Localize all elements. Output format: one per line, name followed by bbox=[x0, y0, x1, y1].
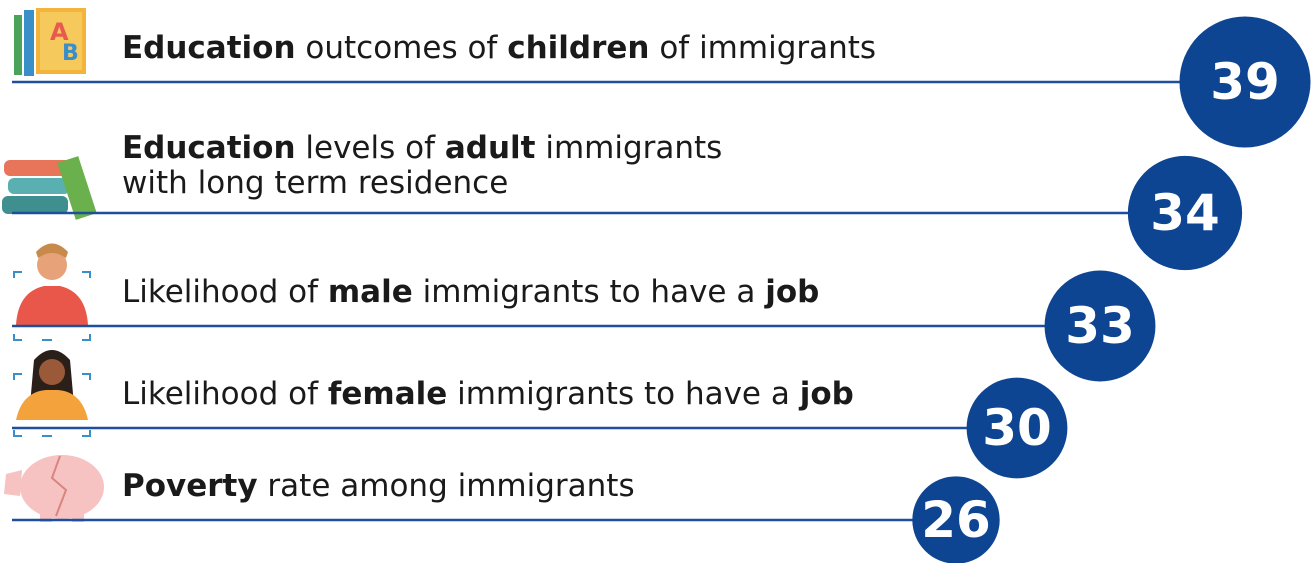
label-segment: outcomes of bbox=[296, 30, 508, 66]
svg-text:A: A bbox=[50, 18, 69, 46]
label-segment: immigrants bbox=[535, 130, 722, 166]
item-label: Likelihood of male immigrants to have a … bbox=[122, 274, 819, 310]
woman-icon bbox=[13, 350, 91, 437]
value-label: 39 bbox=[1210, 53, 1280, 111]
label-segment: of immigrants bbox=[649, 30, 876, 66]
item-label: Education outcomes of children of immigr… bbox=[122, 30, 876, 66]
value-label: 26 bbox=[921, 491, 991, 549]
label-segment: with long term residence bbox=[122, 165, 508, 201]
value-circle bbox=[912, 476, 1000, 563]
book-ab-icon: A B bbox=[14, 8, 86, 76]
item-label: Education levels of adult immigrants bbox=[122, 130, 722, 166]
label-segment: rate among immigrants bbox=[258, 468, 635, 504]
label-segment: female bbox=[328, 376, 447, 412]
piggy-bank-icon bbox=[4, 455, 104, 522]
label-segment: immigrants to have a bbox=[447, 376, 799, 412]
man-icon bbox=[13, 243, 91, 341]
value-circle bbox=[1127, 155, 1243, 271]
value-circle bbox=[1179, 16, 1311, 148]
label-segment: immigrants to have a bbox=[413, 274, 765, 310]
books-stack-icon bbox=[2, 156, 97, 220]
value-label: 34 bbox=[1150, 184, 1220, 242]
label-segment: Education bbox=[122, 130, 296, 166]
label-segment: Likelihood of bbox=[122, 274, 328, 310]
label-segment: levels of bbox=[296, 130, 445, 166]
item-label: with long term residence bbox=[122, 165, 508, 201]
label-segment: adult bbox=[445, 130, 536, 166]
svg-text:B: B bbox=[62, 41, 79, 66]
label-segment: job bbox=[763, 274, 819, 310]
value-label: 30 bbox=[982, 399, 1052, 457]
label-segment: Likelihood of bbox=[122, 376, 328, 412]
label-segment: male bbox=[328, 274, 413, 310]
item-label: Likelihood of female immigrants to have … bbox=[122, 376, 854, 412]
value-circle bbox=[966, 377, 1068, 479]
item-label: Poverty rate among immigrants bbox=[122, 468, 635, 504]
value-label: 33 bbox=[1065, 297, 1135, 355]
label-segment: children bbox=[507, 30, 649, 66]
label-segment: job bbox=[798, 376, 854, 412]
label-segment: Poverty bbox=[122, 468, 258, 504]
value-circle bbox=[1044, 270, 1156, 382]
label-segment: Education bbox=[122, 30, 296, 66]
